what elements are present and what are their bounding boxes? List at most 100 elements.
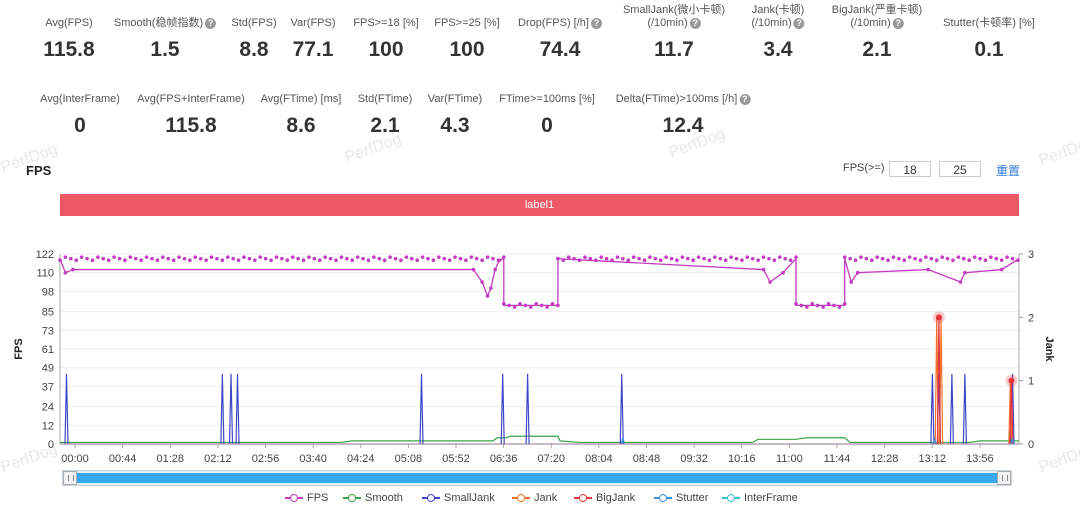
series-point-fps (388, 255, 392, 259)
series-spike-stutter (932, 437, 937, 445)
series-point-fps (96, 255, 100, 259)
reset-button[interactable]: 重置 (996, 164, 1021, 178)
series-point-fps (768, 280, 772, 284)
stat-r1-6: Drop(FPS) [/h]? 74.4 (518, 2, 602, 62)
chart-legend: FPS Smooth SmallJank Jank BigJank Stutter Inte… (0, 492, 1080, 508)
series-point-fps (767, 256, 771, 261)
help-icon[interactable]: ? (689, 17, 701, 29)
series-point-fps (63, 255, 68, 259)
stat-label: Drop(FPS) [/h]? (518, 17, 602, 30)
series-point-fps (940, 255, 944, 259)
series-point-fps (101, 256, 106, 261)
time-range-slider[interactable] (62, 470, 1012, 486)
series-point-fps (471, 267, 476, 272)
series-point-fps (296, 256, 300, 261)
y-axis-label: FPS (13, 338, 25, 359)
slider-handle-right[interactable] (997, 471, 1011, 485)
legend-item-fps[interactable]: FPS (285, 492, 328, 504)
series-point-fps (69, 256, 73, 261)
series-point-fps (675, 258, 679, 263)
help-icon[interactable]: ? (793, 17, 805, 29)
series-point-fps (231, 256, 235, 261)
series-point-fps (242, 255, 246, 259)
legend-item-bigjank[interactable]: BigJank (574, 492, 635, 504)
series-point-fps (794, 255, 798, 259)
series-point-fps (182, 256, 187, 261)
stat-label: FPS>=18 [%] (353, 17, 419, 29)
label-band[interactable]: label1 (60, 194, 1019, 216)
series-point-fps (707, 258, 712, 263)
y-tick-label: 37 (42, 381, 54, 393)
x-tick-label: 01:28 (156, 453, 184, 465)
series-point-fps (469, 255, 474, 259)
legend-item-interframe[interactable]: InterFrame (722, 492, 798, 504)
help-icon[interactable]: ? (892, 17, 904, 29)
series-point-fps (999, 258, 1004, 263)
help-icon[interactable]: ? (205, 17, 217, 29)
series-point-fps (139, 258, 143, 263)
help-icon[interactable]: ? (739, 93, 751, 105)
stat-r1-3: Var(FPS) 77.1 (290, 2, 335, 62)
series-point-fps (653, 256, 658, 261)
series-point-fps (756, 258, 760, 263)
y2-tick-label: 2 (1028, 312, 1034, 324)
x-tick-label: 04:24 (347, 453, 375, 465)
bigjank-point (935, 314, 942, 321)
fps-threshold-input-1[interactable]: 18 (889, 161, 931, 177)
series-point-fps (355, 255, 360, 259)
stat-label: Std(FTime) (357, 93, 413, 105)
x-tick-label: 06:36 (490, 453, 518, 465)
series-point-fps (918, 258, 923, 263)
stat-r1-8: Jank(卡顿) (/10min)? 3.4 (751, 2, 805, 62)
series-point-fps (518, 302, 522, 306)
series-point-fps (761, 255, 766, 259)
series-point-fps (664, 255, 668, 259)
series-point-fps (453, 255, 457, 259)
x-tick-label: 13:56 (966, 453, 994, 465)
x-tick-label: 05:08 (395, 453, 423, 465)
series-point-fps (1016, 258, 1020, 263)
series-point-fps (512, 305, 517, 309)
legend-label: SmallJank (444, 492, 495, 504)
legend-item-stutter[interactable]: Stutter (654, 492, 708, 504)
series-point-fps (880, 256, 885, 261)
stat-value: 100 (368, 38, 404, 61)
legend-item-smooth[interactable]: Smooth (343, 492, 403, 504)
series-point-fps (204, 258, 208, 263)
series-point-fps (680, 255, 685, 259)
legend-item-smalljank[interactable]: SmallJank (422, 492, 495, 504)
legend-item-jank[interactable]: Jank (512, 492, 557, 504)
series-point-fps (117, 256, 122, 261)
series-point-fps (556, 303, 560, 308)
x-tick-label: 12:28 (871, 453, 899, 465)
series-point-fps (983, 258, 988, 263)
stat-r2-3: Std(FTime) 2.1 (358, 78, 413, 138)
slider-range-fill[interactable] (71, 473, 1003, 483)
series-point-fps (426, 256, 430, 261)
series-point-fps (783, 256, 788, 261)
series-point-fps (193, 255, 198, 259)
series-point-fps (123, 258, 127, 263)
legend-marker (343, 493, 361, 503)
legend-label: BigJank (596, 492, 636, 504)
series-point-fps (1005, 255, 1009, 259)
y-tick-label: 12 (42, 420, 54, 432)
series-point-fps (621, 256, 625, 261)
stat-label: Avg(FTime) [ms] (260, 93, 342, 105)
series-spike-smalljank (64, 373, 69, 445)
stat-r1-10: Stutter(卡顿率) [%] 0.1 (943, 2, 1035, 62)
series-point-fps (290, 255, 295, 259)
help-icon[interactable]: ? (590, 17, 602, 29)
series-point-fps (951, 258, 955, 263)
series-point-fps (599, 255, 603, 259)
stat-label: Delta(FTime)>100ms [/h]? (616, 93, 751, 106)
series-point-fps (71, 267, 75, 272)
fps-threshold-input-2[interactable]: 25 (939, 161, 981, 177)
fps-threshold-label: FPS(>=) (843, 162, 885, 174)
stat-value: 8.8 (239, 38, 269, 61)
series-point-fps (566, 255, 571, 259)
slider-handle-left[interactable] (63, 471, 77, 485)
stat-value: 0 (74, 114, 86, 137)
series-spike-smalljank (619, 373, 624, 445)
